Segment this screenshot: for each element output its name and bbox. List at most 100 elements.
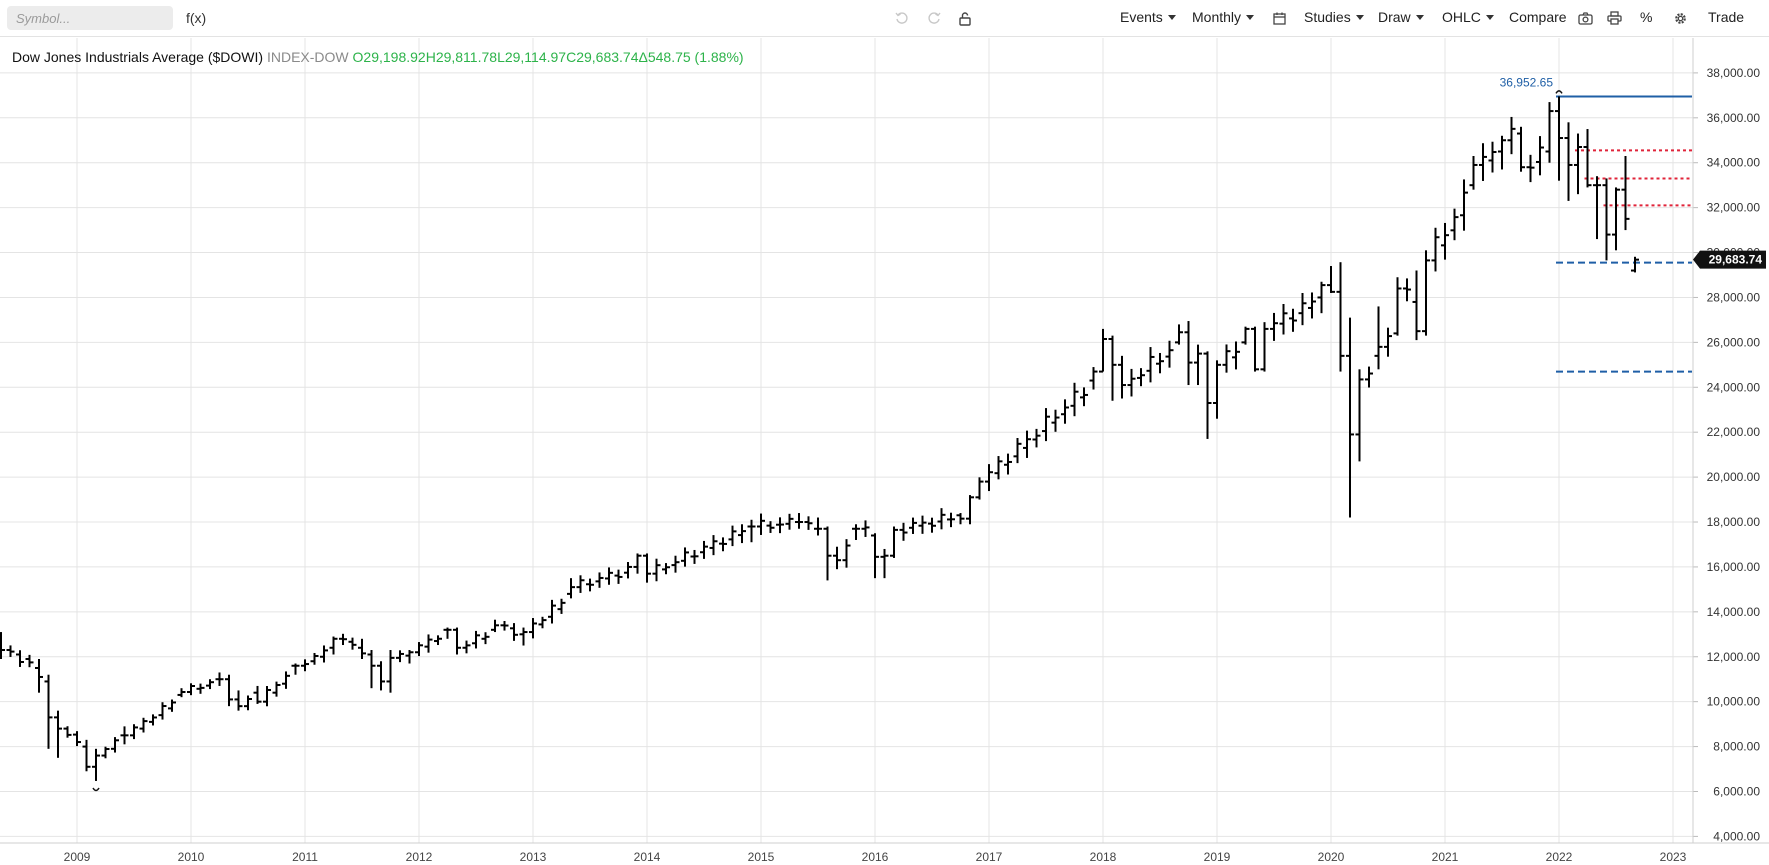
unlock-icon[interactable]	[955, 8, 975, 28]
ohlc-bar	[1450, 208, 1459, 241]
gear-icon[interactable]	[1670, 8, 1690, 28]
exchange-label: INDEX-DOW	[266, 49, 349, 65]
events-menu[interactable]: Events	[1120, 9, 1176, 25]
ohlc-bar	[1184, 321, 1193, 386]
compare-button[interactable]: Compare	[1509, 9, 1567, 25]
draw-label: Draw	[1378, 9, 1411, 25]
ohlc-bar	[994, 456, 1003, 480]
x-tick-label: 2018	[1090, 850, 1117, 864]
ohlc-bar	[861, 520, 870, 537]
x-tick-label: 2023	[1660, 850, 1687, 864]
ohlc-bar	[947, 512, 955, 528]
ohlc-bar	[1279, 303, 1288, 335]
x-tick-label: 2015	[748, 850, 775, 864]
draw-menu[interactable]: Draw	[1378, 9, 1424, 25]
ohlc-bar	[519, 627, 528, 646]
grid	[0, 38, 1693, 843]
ohlc-bar	[1042, 408, 1050, 442]
ohlc-bar	[1089, 367, 1098, 390]
ohlc-bar	[177, 688, 186, 698]
ohlc-bar	[871, 533, 879, 579]
ohlc-bar	[975, 477, 984, 500]
y-tick-label: 16,000.00	[1707, 560, 1761, 574]
y-tick-label: 10,000.00	[1707, 695, 1761, 709]
ohlc-bar	[1061, 399, 1069, 424]
ohlc-bar	[44, 674, 53, 749]
ohlc-bar	[890, 526, 898, 558]
ohlc-bar	[1175, 324, 1183, 345]
ohlc-bar	[1412, 270, 1421, 341]
ohlc-bar	[985, 464, 993, 492]
ohlc-bar	[472, 630, 480, 649]
ohlc-bar	[215, 672, 224, 686]
ohlc-bars	[0, 96, 1639, 781]
ohlc-bar	[586, 578, 594, 592]
ohlc-bar	[1241, 326, 1250, 345]
chevron-down-icon	[1355, 15, 1364, 20]
ohlc-bar	[1555, 96, 1563, 181]
studies-menu[interactable]: Studies	[1304, 9, 1364, 25]
ohlc-bar	[1099, 328, 1107, 373]
ohlc-bar	[909, 517, 917, 534]
ohlc-bar	[348, 637, 357, 650]
ohlc-bar	[899, 522, 908, 541]
ohlc-bar	[158, 702, 167, 720]
ohlc-bar	[139, 717, 148, 733]
ohlc-bar	[1507, 116, 1516, 155]
price-axis: 4,000.00 6,000.00 8,000.00 10,000.00 12,000.…	[1692, 38, 1766, 843]
ohlc-bar	[101, 746, 110, 759]
chevron-down-icon	[1246, 15, 1255, 20]
ohlc-bar	[424, 634, 433, 653]
ohlc-bar	[538, 616, 547, 629]
symbol-search-input[interactable]	[7, 6, 173, 30]
ohlc-bar	[1384, 327, 1392, 357]
ohlc-bar	[443, 627, 452, 639]
y-tick-label: 22,000.00	[1707, 425, 1761, 439]
ohlc-bar	[1621, 155, 1630, 231]
ohlc-bar	[481, 632, 490, 645]
ohlc-bar	[690, 549, 699, 564]
y-tick-label: 20,000.00	[1707, 470, 1761, 484]
ohlc-bar	[282, 671, 290, 689]
ohlc-bar	[1317, 281, 1326, 314]
ohlc-bar	[263, 686, 271, 707]
y-tick-label: 4,000.00	[1713, 829, 1760, 843]
ohlc-bar	[491, 619, 499, 633]
high-value: H29,811.78	[425, 49, 498, 65]
ohlc-bar	[937, 508, 946, 530]
x-tick-label: 2014	[634, 850, 661, 864]
ohlc-bar	[576, 575, 585, 593]
ohlc-bar	[310, 652, 319, 665]
ohlc-bar	[719, 537, 727, 552]
ohlc-bar	[1032, 428, 1041, 448]
ohlc-bar	[1593, 176, 1601, 240]
ohlc-bar	[833, 546, 841, 570]
redo-icon[interactable]	[924, 8, 944, 28]
ohlc-bar	[605, 567, 613, 585]
calendar-icon[interactable]	[1269, 8, 1289, 28]
ohlc-bar	[1023, 430, 1031, 458]
low-marker	[92, 787, 100, 792]
fx-button[interactable]: f(x)	[186, 10, 207, 26]
ohlc-bar	[168, 699, 176, 712]
chart-style-menu[interactable]: OHLC	[1442, 9, 1494, 25]
camera-icon[interactable]	[1575, 8, 1595, 28]
ohlc-bar	[880, 548, 889, 579]
ohlc-bar	[700, 540, 708, 559]
y-tick-label: 38,000.00	[1707, 66, 1761, 80]
ohlc-bar	[1222, 344, 1231, 373]
ohlc-bar	[548, 599, 556, 624]
interval-menu[interactable]: Monthly	[1192, 9, 1255, 25]
print-icon[interactable]	[1604, 8, 1624, 28]
chart-style-label: OHLC	[1442, 9, 1481, 25]
ohlc-bar	[244, 695, 252, 711]
percent-toggle[interactable]: %	[1640, 9, 1653, 25]
undo-icon[interactable]	[892, 8, 912, 28]
trade-button[interactable]: Trade	[1708, 9, 1745, 25]
ohlc-bar	[377, 661, 385, 691]
ohlc-bar	[405, 650, 414, 664]
horizontal-lines	[1556, 95, 1692, 373]
open-value: O29,198.92	[352, 49, 426, 65]
ohlc-bar	[633, 553, 642, 574]
